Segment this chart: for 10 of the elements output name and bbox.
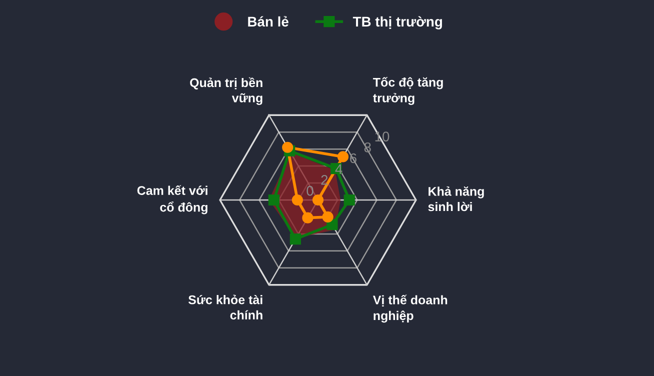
spoke-label: Tốc độ tăng trưởng bbox=[373, 76, 443, 105]
legend-label: Bán lẻ bbox=[248, 16, 288, 27]
y-tick-label: 0 bbox=[306, 186, 314, 196]
spoke-label: Sức khỏe tài chính bbox=[188, 294, 262, 320]
spoke-label: Quản trị bền vững bbox=[190, 77, 262, 105]
y-tick-label: 2 bbox=[321, 175, 328, 185]
spoke-label: Vị thế doanh nghiệp bbox=[372, 294, 448, 323]
legend-label: TB thị trường bbox=[352, 16, 442, 30]
spoke-label: Cam kết với cổ đông bbox=[137, 185, 208, 214]
spoke-label: Khả năng sinh lời bbox=[428, 186, 484, 212]
